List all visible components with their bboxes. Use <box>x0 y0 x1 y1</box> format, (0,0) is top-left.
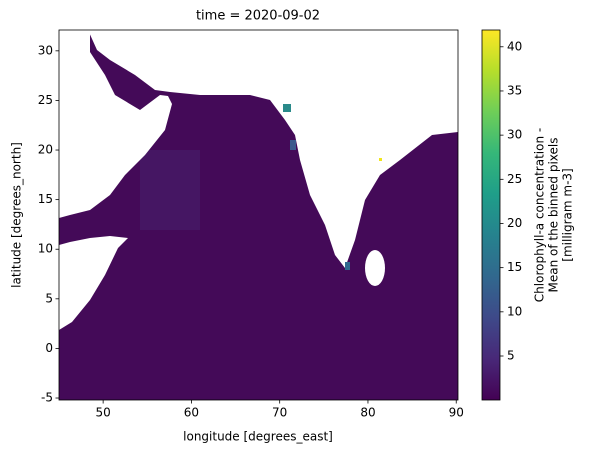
plot-frame <box>58 29 459 401</box>
x-tick-label: 80 <box>360 406 375 420</box>
y-tick-label: 30 <box>38 43 53 57</box>
hotspot <box>283 104 291 112</box>
x-axis-label: longitude [degrees_east] <box>183 430 333 444</box>
y-axis-label: latitude [degrees_north] <box>10 142 24 288</box>
hotspot <box>290 140 296 150</box>
colorbar-tick-label: 40 <box>507 39 522 53</box>
land-sri-lanka <box>365 250 385 286</box>
colorbar-tick-label: 30 <box>507 128 522 142</box>
y-tick-label: 5 <box>45 291 53 305</box>
y-tick-label: 10 <box>38 242 53 256</box>
colorbar-tick-label: 15 <box>507 260 522 274</box>
colorbar-tick-label: 20 <box>507 216 522 230</box>
map-raster <box>59 30 458 400</box>
land-africa <box>59 236 128 330</box>
colorbar: 5 10 15 20 25 30 35 40 Chlorophyll-a concentrati… <box>481 29 575 401</box>
y-tick-label: 25 <box>38 93 53 107</box>
chart-title: time = 2020-09-02 <box>196 9 320 24</box>
colorbar-label: Mean of the binned pixels <box>547 137 561 292</box>
hotspot <box>345 262 350 270</box>
colorbar-tick-label: 5 <box>507 349 515 363</box>
colorbar-tick-label: 10 <box>507 304 522 318</box>
colorbar-label: Chlorophyll-a concentration - <box>533 128 547 302</box>
y-tick-label: 0 <box>45 341 53 355</box>
colorbar-tick-label: 35 <box>507 83 522 97</box>
colorbar-scale <box>481 29 501 401</box>
y-tick-label: -5 <box>41 391 53 405</box>
land-asia <box>88 30 458 268</box>
x-tick-label: 70 <box>272 406 287 420</box>
x-tick-label: 60 <box>184 406 199 420</box>
colorbar-label: [milligram m-3] <box>561 168 575 261</box>
hotspot <box>379 158 382 161</box>
x-tick-label: 90 <box>449 406 464 420</box>
ocean-patch <box>140 150 200 230</box>
land-arabia <box>59 30 172 218</box>
x-tick-label: 50 <box>95 406 110 420</box>
y-tick-label: 20 <box>38 143 53 157</box>
colorbar-tick-label: 25 <box>507 172 522 186</box>
y-tick-label: 15 <box>38 192 53 206</box>
